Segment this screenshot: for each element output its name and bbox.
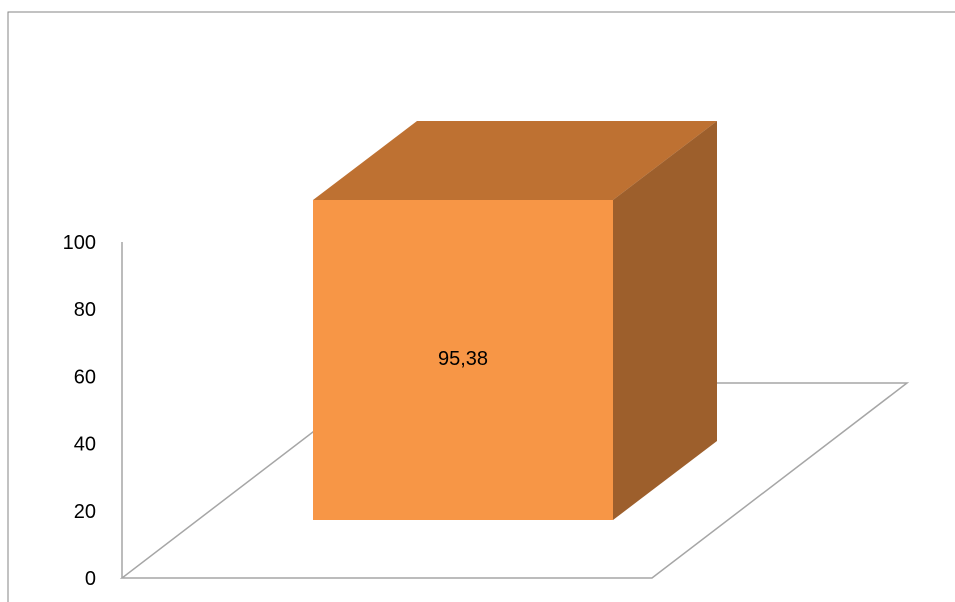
bar-front-face [313,200,613,520]
chart-frame-border [7,11,955,602]
bar-side-face [613,121,717,520]
y-tick-label: 0 [85,568,96,590]
y-tick-label: 80 [74,299,96,321]
y-tick-label: 100 [63,232,96,254]
y-axis-ticks: 0 20 40 60 80 100 [63,232,96,590]
bar-top-face [313,121,717,200]
y-tick-label: 60 [74,366,96,388]
y-tick-label: 40 [74,434,96,456]
y-tick-label: 20 [74,501,96,523]
bars-group: 95,38 [313,121,717,520]
chart-floor [119,382,910,579]
bar-data-label: 95,38 [438,348,488,370]
